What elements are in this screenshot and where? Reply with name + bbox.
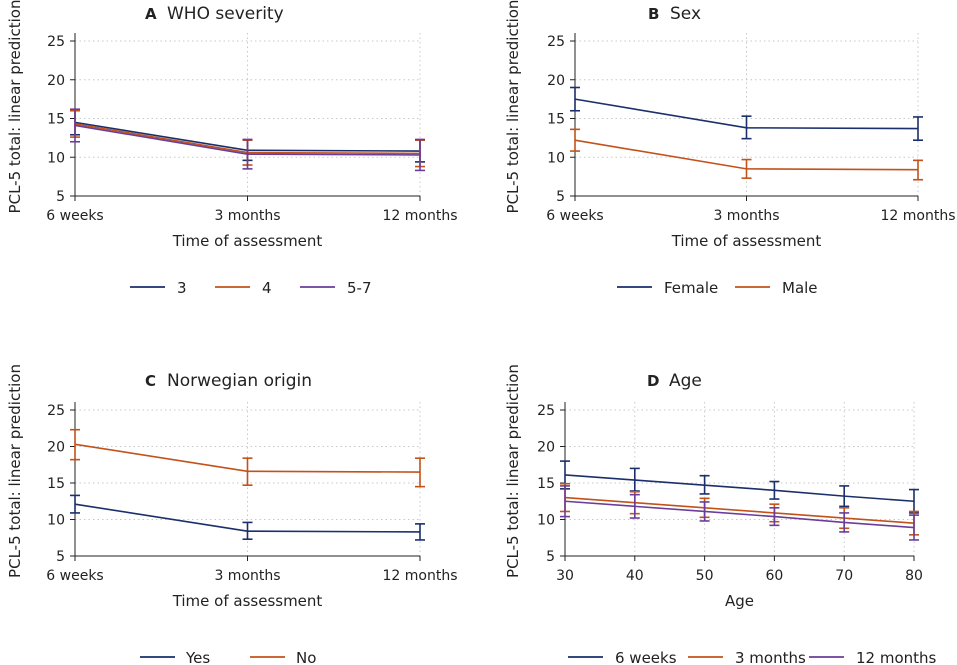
legend-label: 4 — [262, 279, 272, 297]
legend-label: Male — [782, 279, 818, 297]
y-tick-label: 10 — [47, 513, 65, 529]
x-tick-label: 60 — [765, 568, 783, 584]
x-tick-label: 70 — [835, 568, 853, 584]
y-axis-title: PCL-5 total: linear prediction — [6, 0, 24, 213]
series-5-7 — [70, 108, 425, 172]
legend-label: 6 weeks — [615, 649, 677, 665]
panel-title: Sex — [670, 4, 701, 24]
y-tick-label: 10 — [537, 513, 555, 529]
x-tick-label: 6 weeks — [46, 208, 103, 224]
y-tick-label: 15 — [547, 112, 565, 128]
series-line — [564, 500, 915, 529]
series-female — [570, 86, 923, 141]
y-tick-label: 20 — [47, 73, 65, 89]
y-tick-label: 15 — [537, 476, 555, 492]
y-tick-label: 5 — [56, 189, 65, 205]
legend-label: 3 — [177, 279, 187, 297]
y-tick-label: 10 — [547, 150, 565, 166]
x-tick-label: 50 — [696, 568, 714, 584]
y-tick-label: 15 — [47, 476, 65, 492]
x-axis-title: Age — [725, 592, 754, 610]
legend-label: 3 months — [735, 649, 806, 665]
panel-title: Age — [669, 371, 702, 391]
x-tick-label: 12 months — [383, 568, 458, 584]
x-tick-label: 30 — [556, 568, 574, 584]
y-tick-label: 5 — [56, 549, 65, 565]
legend-label: 12 months — [856, 649, 937, 665]
panel-letter: C — [145, 372, 156, 390]
x-tick-label: 6 weeks — [546, 208, 603, 224]
series-12-months — [560, 485, 919, 541]
x-tick-label: 40 — [626, 568, 644, 584]
legend-label: Female — [664, 279, 718, 297]
y-tick-label: 25 — [537, 403, 555, 419]
legend-label: 5-7 — [347, 279, 372, 297]
series-line — [564, 474, 915, 503]
y-tick-label: 20 — [537, 440, 555, 456]
panel-title: WHO severity — [167, 4, 284, 24]
y-tick-label: 10 — [47, 150, 65, 166]
x-tick-label: 3 months — [214, 568, 280, 584]
series-yes — [70, 494, 425, 541]
x-tick-label: 12 months — [881, 208, 956, 224]
panel-title: Norwegian origin — [167, 371, 312, 391]
x-tick-label: 3 months — [214, 208, 280, 224]
panel-b: 5 10 15 20 25 6 weeks 3 months 12 months Time of… — [504, 0, 956, 297]
panel-a: 5 10 15 20 25 6 weeks 3 months 12 months Time of… — [6, 0, 458, 297]
y-tick-label: 25 — [47, 403, 65, 419]
series-line — [564, 496, 915, 524]
y-axis-title: PCL-5 total: linear prediction — [6, 364, 24, 578]
y-tick-label: 25 — [547, 34, 565, 50]
y-tick-label: 25 — [47, 34, 65, 50]
x-tick-label: 6 weeks — [46, 568, 103, 584]
y-tick-label: 20 — [47, 440, 65, 456]
x-tick-label: 3 months — [713, 208, 779, 224]
series-3-months — [560, 482, 919, 536]
y-tick-label: 5 — [556, 189, 565, 205]
x-tick-label: 12 months — [383, 208, 458, 224]
panel-letter: D — [647, 372, 659, 390]
y-axis-title: PCL-5 total: linear prediction — [504, 0, 522, 213]
x-axis-title: Time of assessment — [172, 232, 323, 250]
series-no — [70, 428, 425, 488]
legend-label: Yes — [185, 649, 210, 665]
x-axis-title: Time of assessment — [671, 232, 822, 250]
y-tick-label: 5 — [546, 549, 555, 565]
panel-d: 5 10 15 20 25 30 40 50 60 70 80 Age PCL-5 total: lin… — [504, 364, 937, 665]
x-axis-title: Time of assessment — [172, 592, 323, 610]
x-tick-label: 80 — [905, 568, 923, 584]
series-male — [570, 128, 923, 181]
panel-letter: A — [145, 5, 157, 23]
panel-c: 5 10 15 20 25 6 weeks 3 months 12 months Time of… — [6, 364, 458, 665]
panel-letter: B — [648, 5, 659, 23]
legend-label: No — [296, 649, 316, 665]
y-tick-label: 20 — [547, 73, 565, 89]
y-axis-title: PCL-5 total: linear prediction — [504, 364, 522, 578]
y-tick-label: 15 — [47, 112, 65, 128]
